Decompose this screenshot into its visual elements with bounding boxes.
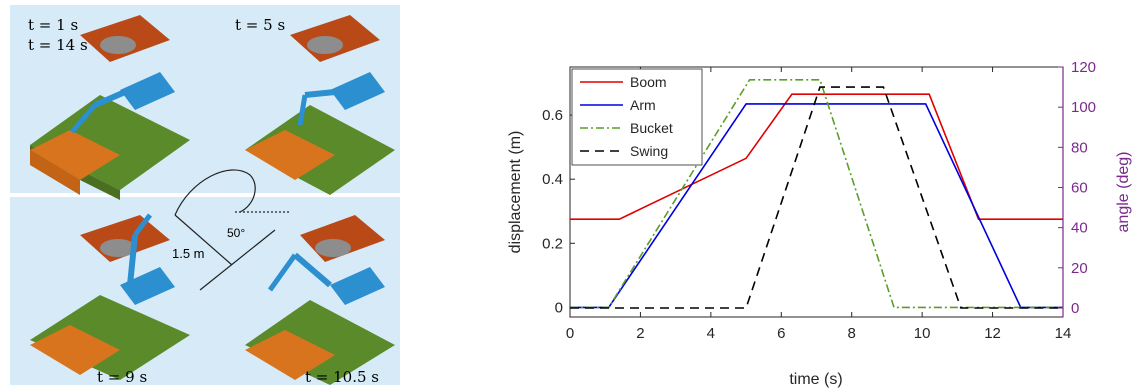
- y2-tick-label: 60: [1071, 179, 1088, 196]
- rock: [100, 36, 136, 54]
- y2-axis-label: angle (deg): [1115, 152, 1132, 233]
- scene-panel-1: [30, 15, 190, 200]
- trench-soil: [30, 130, 120, 180]
- series-line-swing: [570, 86, 1063, 309]
- y-axis-label: displacement (m): [507, 131, 524, 254]
- y2-tick-label: 80: [1071, 139, 1088, 156]
- x-tick-label: 8: [848, 325, 856, 342]
- x-tick-label: 0: [566, 325, 574, 342]
- excavator: [120, 72, 175, 110]
- y2-tick-label: 20: [1071, 260, 1088, 277]
- scene-panel-3: [30, 213, 190, 380]
- excavator-illustration: t = 1 s t = 14 s t = 5 s t = 9 s t = 10.…: [10, 5, 400, 386]
- x-tick-label: 12: [984, 325, 1001, 342]
- y-tick-label: 0.2: [542, 235, 563, 252]
- legend-label-arm: Arm: [630, 97, 656, 113]
- motion-chart: 0 2 4 6 8 10 12 14 0 0.2 0.4 0.6 0 20 40 60 80 100 120 t…: [507, 59, 1132, 388]
- y-axis-left: 0 0.2 0.4 0.6: [542, 107, 575, 316]
- distance-dimension-line: [174, 214, 233, 266]
- scene-panel-4: [245, 215, 395, 385]
- x-tick-label: 10: [914, 325, 931, 342]
- y2-tick-label: 40: [1071, 220, 1088, 237]
- time-label-t105: t = 10.5 s: [305, 368, 379, 386]
- legend-label-boom: Boom: [630, 74, 667, 90]
- y2-tick-label: 100: [1071, 99, 1096, 116]
- excavator-arm: [70, 103, 97, 134]
- legend-label-bucket: Bucket: [630, 120, 673, 136]
- x-tick-label: 14: [1055, 325, 1072, 342]
- slope-line: [199, 229, 276, 291]
- x-tick-label: 6: [777, 325, 785, 342]
- time-label-t1: t = 1 s: [28, 16, 78, 34]
- trajectory-sketch: [174, 169, 290, 291]
- scene-panel-2: [245, 15, 395, 195]
- y-tick-label: 0: [555, 299, 563, 316]
- x-tick-label: 2: [636, 325, 644, 342]
- legend: Boom Arm Bucket Swing: [571, 68, 703, 166]
- time-label-t9: t = 9 s: [97, 368, 147, 386]
- x-axis: 0 2 4 6 8 10 12 14: [566, 67, 1072, 342]
- angle-label: 50°: [227, 226, 245, 240]
- series-layer: [570, 79, 1063, 309]
- legend-label-swing: Swing: [630, 143, 668, 159]
- y-tick-label: 0.6: [542, 107, 563, 124]
- distance-label: 1.5 m: [172, 246, 205, 261]
- x-tick-label: 4: [707, 325, 715, 342]
- excavator-boom: [93, 89, 127, 108]
- y2-tick-label: 0: [1071, 300, 1079, 317]
- time-label-t14: t = 14 s: [28, 36, 88, 54]
- x-axis-label: time (s): [789, 371, 842, 388]
- series-line-boom: [570, 93, 1063, 220]
- legend-box: [571, 68, 703, 166]
- y-axis-right: 0 20 40 60 80 100 120: [1058, 59, 1096, 317]
- ground-top: [30, 95, 190, 190]
- y-tick-label: 0.4: [542, 171, 563, 188]
- y2-tick-label: 120: [1071, 59, 1096, 76]
- time-label-t5: t = 5 s: [235, 16, 285, 34]
